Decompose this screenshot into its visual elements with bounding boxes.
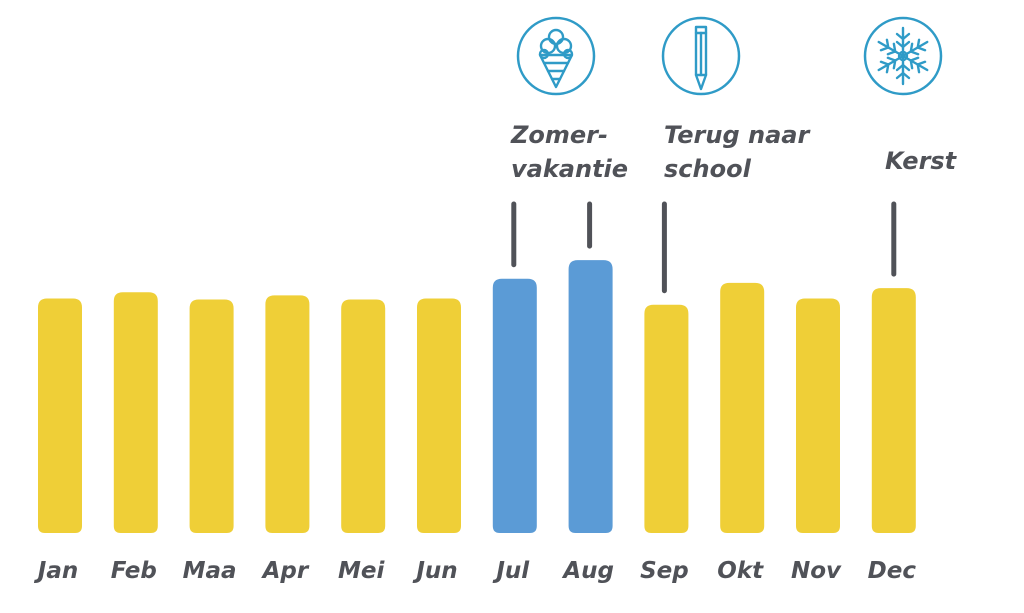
tick-label-jul: Jul xyxy=(492,558,530,584)
tick-label-jan: Jan xyxy=(34,558,78,584)
bar-maa xyxy=(189,299,234,533)
bar-apr xyxy=(265,295,310,533)
bar-mei xyxy=(341,299,386,533)
tick-label-apr: Apr xyxy=(261,558,310,584)
snowflake-icon xyxy=(863,16,943,96)
tick-label-mei: Mei xyxy=(338,558,385,584)
bar-nov xyxy=(796,298,840,533)
tick-label-maa: Maa xyxy=(183,558,237,584)
bar-jul xyxy=(492,278,537,533)
bar-sep xyxy=(644,304,689,533)
annotation-leaders xyxy=(511,201,897,294)
bar-jan xyxy=(38,298,82,533)
tick-label-nov: Nov xyxy=(791,558,842,584)
annotation-label-1: Terug naar school xyxy=(664,121,811,183)
tick-label-okt: Okt xyxy=(717,558,764,584)
tick-label-dec: Dec xyxy=(868,558,917,584)
tick-label-aug: Aug xyxy=(561,558,614,584)
pencil-icon xyxy=(661,16,741,96)
bar-feb xyxy=(113,292,158,533)
x-axis-tick-labels: Jan Feb Maa Apr Mei Jun Jul Aug Sep Okt Nov Dec xyxy=(34,558,917,584)
bar-aug xyxy=(568,260,613,533)
annotation-label-2: Kerst xyxy=(885,147,958,175)
tick-label-sep: Sep xyxy=(640,558,689,584)
bar-okt xyxy=(720,282,765,533)
ice-cream-icon xyxy=(516,16,596,96)
annotation-labels: Zomer-vakantie Terug naar school Kerst xyxy=(510,121,958,183)
annotation-label-0: Zomer-vakantie xyxy=(510,121,628,183)
bar-jun xyxy=(417,298,461,533)
bar-dec xyxy=(871,288,916,533)
tick-label-feb: Feb xyxy=(111,558,157,584)
bars xyxy=(38,260,916,533)
tick-label-jun: Jun xyxy=(412,558,457,584)
